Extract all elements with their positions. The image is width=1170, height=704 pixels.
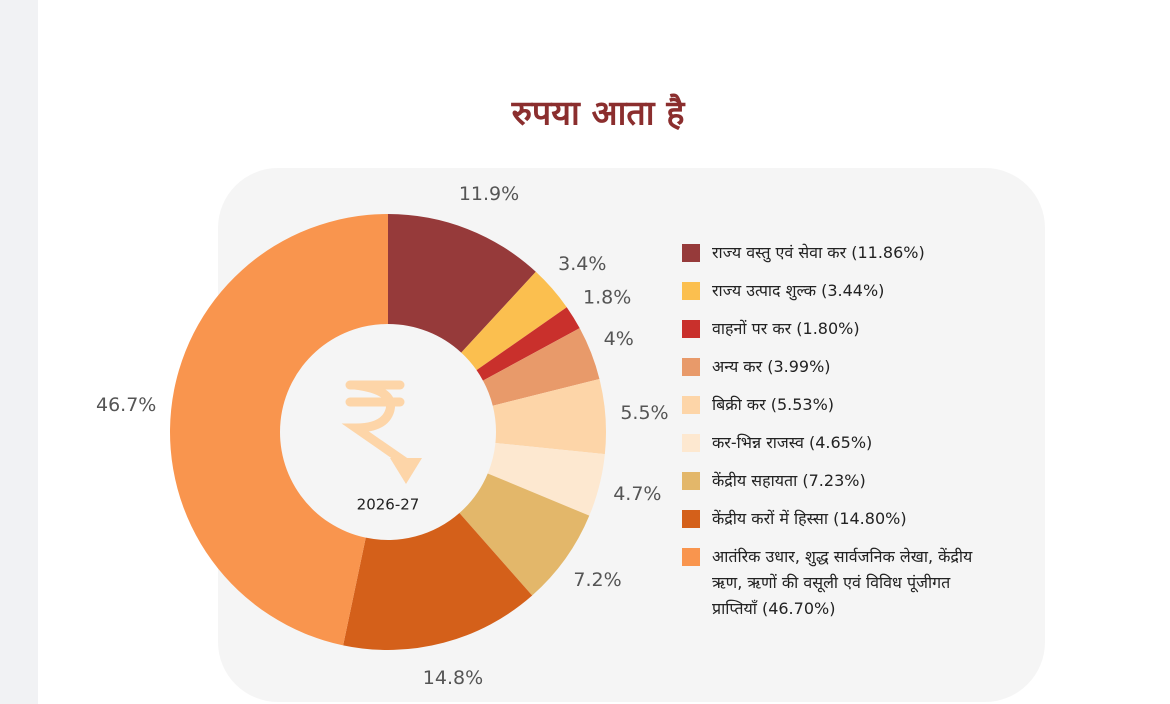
donut-slice: [476, 307, 580, 381]
donut-slice: [487, 442, 605, 516]
slice-label: 1.8%: [583, 287, 631, 309]
legend-label: बिक्री कर (5.53%): [712, 395, 835, 414]
legend-label: राज्य उत्पाद शुल्क (3.44%): [712, 281, 885, 300]
legend-label: आतंरिक उधार, शुद्ध सार्वजनिक लेखा, केंद्…: [712, 547, 973, 618]
side-strip: [0, 0, 38, 704]
legend-label: राज्य वस्तु एवं सेवा कर (11.86%): [712, 243, 925, 262]
legend-item: राज्य वस्तु एवं सेवा कर (11.86%): [680, 240, 980, 266]
legend-item: केंद्रीय करों में हिस्सा (14.80%): [680, 506, 980, 532]
slice-label: 3.4%: [558, 253, 606, 275]
slice-label: 7.2%: [573, 569, 621, 591]
donut-slice: [170, 214, 388, 646]
legend-item: राज्य उत्पाद शुल्क (3.44%): [680, 278, 980, 304]
legend-swatch: [682, 510, 700, 528]
rupee-icon: [341, 380, 422, 484]
legend-label: अन्य कर (3.99%): [712, 357, 831, 376]
legend-swatch: [682, 548, 700, 566]
legend-item: बिक्री कर (5.53%): [680, 392, 980, 418]
legend-swatch: [682, 244, 700, 262]
legend-label: केंद्रीय करों में हिस्सा (14.80%): [712, 509, 907, 528]
donut-slice: [459, 473, 590, 596]
donut-slice: [492, 378, 606, 455]
legend-swatch: [682, 472, 700, 490]
donut-slice: [482, 328, 600, 406]
legend-swatch: [682, 396, 700, 414]
legend: राज्य वस्तु एवं सेवा कर (11.86%) राज्य उत…: [680, 240, 980, 634]
center-label: 2026-27: [357, 496, 420, 514]
slice-label: 4%: [604, 328, 634, 350]
slice-label: 14.8%: [423, 667, 483, 689]
slice-label: 4.7%: [613, 483, 661, 505]
legend-item: कर-भिन्न राजस्व (4.65%): [680, 430, 980, 456]
legend-label: वाहनों पर कर (1.80%): [712, 319, 860, 338]
slice-label: 5.5%: [620, 402, 668, 424]
legend-item: आतंरिक उधार, शुद्ध सार्वजनिक लेखा, केंद्…: [680, 544, 980, 622]
slice-label: 46.7%: [96, 394, 156, 416]
legend-label: कर-भिन्न राजस्व (4.65%): [712, 433, 873, 452]
legend-swatch: [682, 282, 700, 300]
slice-label: 11.9%: [459, 183, 519, 205]
legend-item: अन्य कर (3.99%): [680, 354, 980, 380]
legend-swatch: [682, 358, 700, 376]
donut-slice: [388, 214, 536, 353]
donut-slice: [343, 513, 533, 651]
chart-title: रुपया आता है: [511, 93, 687, 134]
donut-slice: [461, 271, 567, 371]
legend-label: केंद्रीय सहायता (7.23%): [712, 471, 866, 490]
legend-item: केंद्रीय सहायता (7.23%): [680, 468, 980, 494]
legend-item: वाहनों पर कर (1.80%): [680, 316, 980, 342]
slices: [170, 214, 606, 651]
legend-swatch: [682, 320, 700, 338]
legend-swatch: [682, 434, 700, 452]
